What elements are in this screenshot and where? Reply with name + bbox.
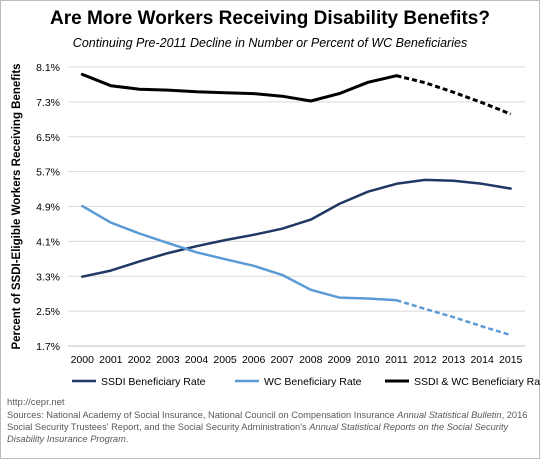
series-line-wc [81,204,398,302]
y-tick-label: 5.7% [36,167,60,179]
y-tick-label: 4.9% [36,202,60,214]
y-tick-label: 1.7% [36,341,60,353]
series-projection-wc [396,299,512,337]
x-tick-label: 2002 [128,354,152,366]
sources-text: . [125,434,129,444]
x-tick-label: 2001 [99,354,123,366]
sources-text: , 2016 Social Security Trustees' Report,… [7,410,528,432]
source-url: http://cepr.net [7,397,65,408]
y-tick-label: 4.1% [36,236,60,248]
chart-title: Are More Workers Receiving Disability Be… [50,8,490,29]
x-tick-label: 2007 [271,354,295,366]
sources-text: Sources: National Academy of Social Insu… [7,410,398,420]
series-projection-combined [396,74,512,116]
x-tick-label: 2006 [242,354,266,366]
y-tick-label: 2.5% [36,306,60,318]
x-tick-label: 2008 [299,354,323,366]
x-tick-label: 2012 [413,354,437,366]
x-tick-label: 2000 [71,354,95,366]
x-tick-label: 2003 [156,354,180,366]
sources-note: Sources: National Academy of Social Insu… [7,409,535,445]
x-tick-label: 2005 [213,354,237,366]
x-tick-label: 2004 [185,354,209,366]
x-tick-label: 2009 [328,354,352,366]
y-tick-label: 3.3% [36,271,60,283]
legend-label-ssdi: SSDI Beneficiary Rate [101,376,206,388]
x-tick-label: 2011 [385,354,408,366]
legend-label-wc: WC Beneficiary Rate [264,376,362,388]
legend-label-combined: SSDI & WC Beneficiary Rate [414,376,540,388]
y-tick-label: 7.3% [36,97,60,109]
y-tick-label: 6.5% [36,132,60,144]
sources-italic-2: Annual Statistical Reports on the Social… [7,422,509,444]
x-tick-label: 2015 [499,354,523,366]
sources-italic-1: Annual Statistical Bulletin [397,410,502,420]
y-axis-label: Percent of SSDI-Eligible Workers Receivi… [11,63,23,349]
y-tick-label: 8.1% [36,62,60,74]
x-tick-label: 2014 [470,354,494,366]
chart-subtitle: Continuing Pre-2011 Decline in Number or… [72,36,468,50]
series-line-ssdi [81,178,512,278]
x-tick-label: 2010 [356,354,380,366]
x-tick-label: 2013 [442,354,466,366]
series-line-combined [80,72,398,103]
